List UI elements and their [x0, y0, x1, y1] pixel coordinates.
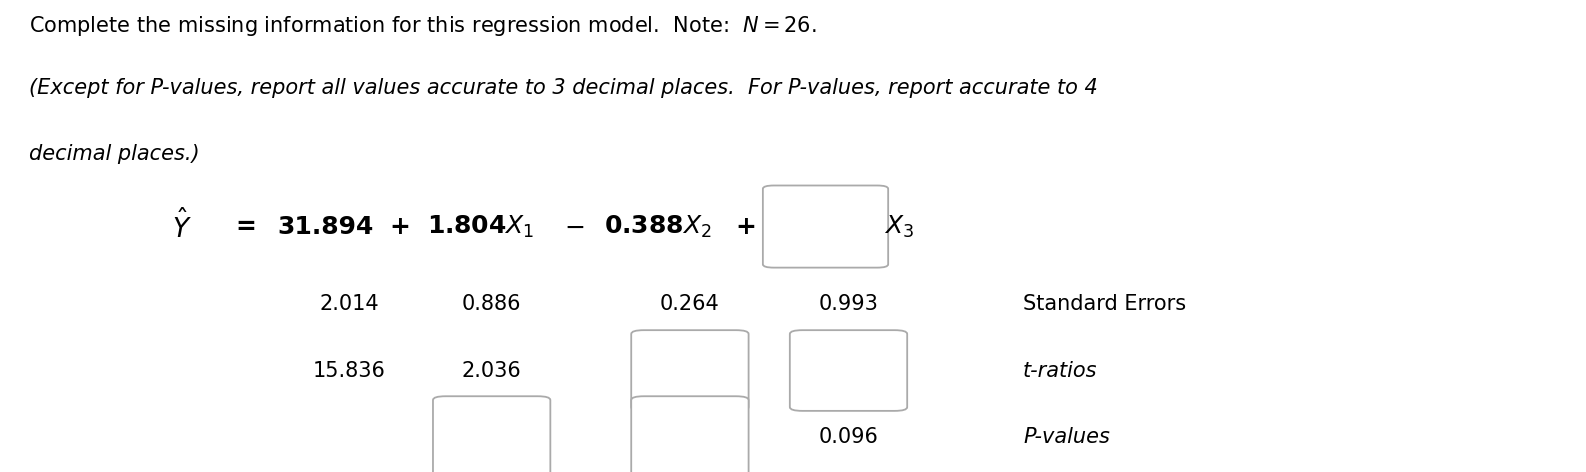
Text: decimal places.): decimal places.) [29, 144, 200, 164]
Text: (Except for P-values, report all values accurate to 3 decimal places.  For P-val: (Except for P-values, report all values … [29, 78, 1098, 98]
Text: 2.014: 2.014 [319, 295, 379, 314]
Text: $-$: $-$ [565, 215, 584, 238]
Text: $\mathbf{0.388}X_2$: $\mathbf{0.388}X_2$ [604, 213, 712, 240]
Text: $X_3$: $X_3$ [885, 213, 914, 240]
FancyBboxPatch shape [763, 185, 888, 268]
Text: 2.036: 2.036 [462, 361, 522, 380]
Text: 31.894: 31.894 [278, 215, 373, 238]
FancyBboxPatch shape [790, 330, 907, 411]
Text: +: + [734, 215, 757, 238]
FancyBboxPatch shape [631, 330, 749, 411]
Text: +: + [389, 215, 411, 238]
Text: $\hat{Y}$: $\hat{Y}$ [173, 210, 192, 244]
Text: =: = [235, 215, 257, 238]
FancyBboxPatch shape [433, 396, 550, 472]
Text: 0.993: 0.993 [818, 295, 879, 314]
Text: t-ratios: t-ratios [1023, 361, 1098, 380]
Text: Standard Errors: Standard Errors [1023, 295, 1186, 314]
Text: $\mathbf{1.804}X_1$: $\mathbf{1.804}X_1$ [427, 213, 534, 240]
Text: Complete the missing information for this regression model.  Note:  $N = 26.$: Complete the missing information for thi… [29, 14, 817, 38]
Text: 0.886: 0.886 [462, 295, 522, 314]
FancyBboxPatch shape [631, 396, 749, 472]
Text: 0.264: 0.264 [660, 295, 720, 314]
Text: 15.836: 15.836 [312, 361, 385, 380]
Text: 0.096: 0.096 [818, 427, 879, 447]
Text: P-values: P-values [1023, 427, 1110, 447]
